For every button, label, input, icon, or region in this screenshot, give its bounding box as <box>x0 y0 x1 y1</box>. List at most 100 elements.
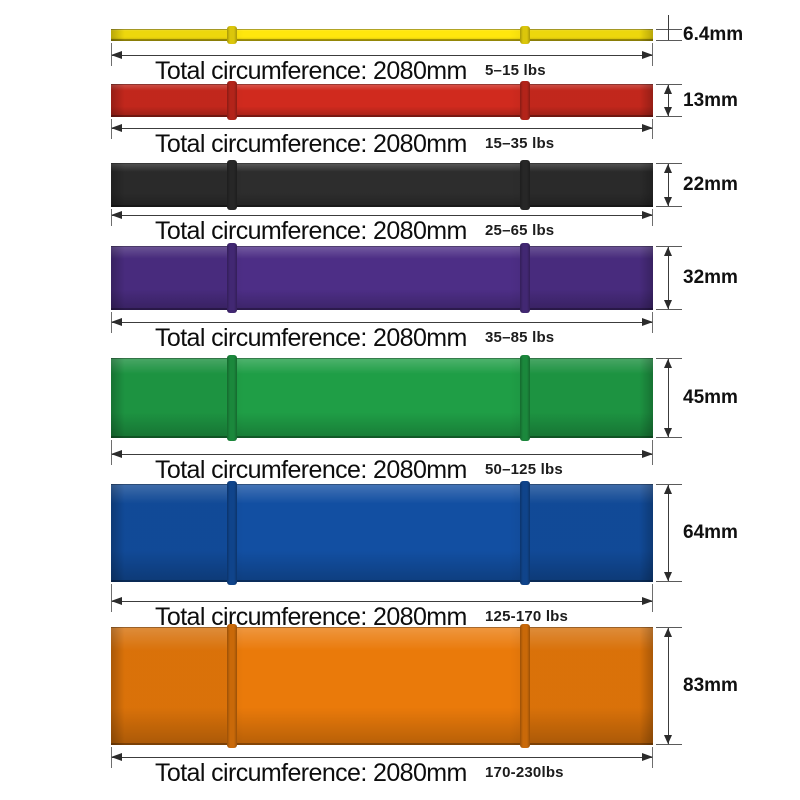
dimension-line <box>668 247 669 309</box>
arrowhead-left-icon <box>111 753 122 761</box>
length-dimension-arrow <box>111 51 653 59</box>
circumference-label: Total circumference: 2080mm <box>155 759 467 787</box>
arrowhead-left-icon <box>111 211 122 219</box>
band-seam <box>520 624 530 748</box>
resistance-label: 125-170 lbs <box>485 608 569 625</box>
band-width-label: 32mm <box>683 267 738 288</box>
band-blue <box>111 481 653 585</box>
width-dimension-arrow <box>656 627 682 745</box>
dimension-line <box>668 164 669 206</box>
circumference-label: Total circumference: 2080mm <box>155 603 467 631</box>
arrowhead-down-icon <box>664 300 672 309</box>
arrowhead-right-icon <box>642 597 653 605</box>
tick-bottom <box>656 116 682 117</box>
length-dimension-arrow <box>111 124 653 132</box>
tick-top <box>656 627 682 628</box>
band-black <box>111 160 653 210</box>
dimension-line <box>668 15 669 40</box>
arrowhead-up-icon <box>664 85 672 94</box>
arrowhead-up-icon <box>664 359 672 368</box>
resistance-label: 25–65 lbs <box>485 222 555 239</box>
arrowhead-right-icon <box>642 124 653 132</box>
width-dimension-arrow <box>656 246 682 310</box>
dimension-caption: Total circumference: 2080mm 50–125 lbs <box>155 456 675 485</box>
dimension-line <box>668 85 669 116</box>
band-seam <box>227 624 237 748</box>
arrowhead-down-icon <box>664 735 672 744</box>
tick-bottom <box>656 744 682 745</box>
arrowhead-right-icon <box>642 450 653 458</box>
tick-top <box>656 358 682 359</box>
band-seam <box>227 81 237 120</box>
tick-top <box>656 29 682 30</box>
band-width-label: 22mm <box>683 174 738 195</box>
resistance-label: 170-230lbs <box>485 764 564 781</box>
length-dimension-arrow <box>111 211 653 219</box>
band-seam <box>227 355 237 441</box>
band-seam <box>520 26 530 44</box>
band-seam <box>520 243 530 313</box>
width-dimension-arrow <box>656 163 682 207</box>
arrowhead-down-icon <box>664 428 672 437</box>
length-dimension-arrow <box>111 318 653 326</box>
arrowhead-right-icon <box>642 753 653 761</box>
dimension-caption: Total circumference: 2080mm 125-170 lbs <box>155 603 675 632</box>
band-width-label: 64mm <box>683 522 738 543</box>
tick-bottom <box>656 309 682 310</box>
arrowhead-left-icon <box>111 450 122 458</box>
resistance-label: 15–35 lbs <box>485 135 555 152</box>
dimension-caption: Total circumference: 2080mm 5–15 lbs <box>155 57 675 86</box>
resistance-label: 50–125 lbs <box>485 461 563 478</box>
band-purple <box>111 243 653 313</box>
band-red <box>111 81 653 120</box>
band-width-label: 45mm <box>683 387 738 408</box>
band-width-label: 6.4mm <box>683 24 744 45</box>
arrowhead-up-icon <box>664 164 672 173</box>
arrowhead-up-icon <box>664 247 672 256</box>
band-width-label: 83mm <box>683 675 738 696</box>
length-dimension-arrow <box>111 597 653 605</box>
circumference-label: Total circumference: 2080mm <box>155 217 467 245</box>
band-seam <box>520 355 530 441</box>
circumference-label: Total circumference: 2080mm <box>155 57 467 85</box>
dimension-line <box>668 628 669 744</box>
tick-bottom <box>656 206 682 207</box>
resistance-label: 35–85 lbs <box>485 329 555 346</box>
circumference-label: Total circumference: 2080mm <box>155 456 467 484</box>
arrowhead-right-icon <box>642 318 653 326</box>
band-seam <box>520 160 530 210</box>
dimension-caption: Total circumference: 2080mm 15–35 lbs <box>155 130 675 159</box>
dimension-caption: Total circumference: 2080mm 35–85 lbs <box>155 324 675 353</box>
dimension-line <box>668 359 669 437</box>
band-width-label: 13mm <box>683 89 738 111</box>
arrowhead-down-icon <box>664 197 672 206</box>
tick-bottom <box>656 40 682 41</box>
arrowhead-up-icon <box>664 485 672 494</box>
arrowhead-left-icon <box>111 597 122 605</box>
tick-top <box>656 246 682 247</box>
band-seam <box>227 481 237 585</box>
length-dimension-arrow <box>111 753 653 761</box>
width-dimension-bracket <box>656 15 682 41</box>
dimension-line <box>668 485 669 581</box>
length-dimension-arrow <box>111 450 653 458</box>
arrowhead-down-icon <box>664 572 672 581</box>
circumference-label: Total circumference: 2080mm <box>155 130 467 158</box>
arrowhead-left-icon <box>111 124 122 132</box>
dimension-caption: Total circumference: 2080mm 170-230lbs <box>155 759 675 788</box>
band-orange <box>111 624 653 748</box>
tick-top <box>656 163 682 164</box>
width-dimension-arrow <box>656 84 682 117</box>
dimension-caption: Total circumference: 2080mm 25–65 lbs <box>155 217 675 246</box>
band-seam <box>227 160 237 210</box>
arrowhead-up-icon <box>664 628 672 637</box>
arrowhead-right-icon <box>642 211 653 219</box>
band-seam <box>520 481 530 585</box>
tick-bottom <box>656 581 682 582</box>
band-green <box>111 355 653 441</box>
arrowhead-down-icon <box>664 107 672 116</box>
band-seam <box>227 26 237 44</box>
tick-top <box>656 84 682 85</box>
width-dimension-arrow <box>656 484 682 582</box>
